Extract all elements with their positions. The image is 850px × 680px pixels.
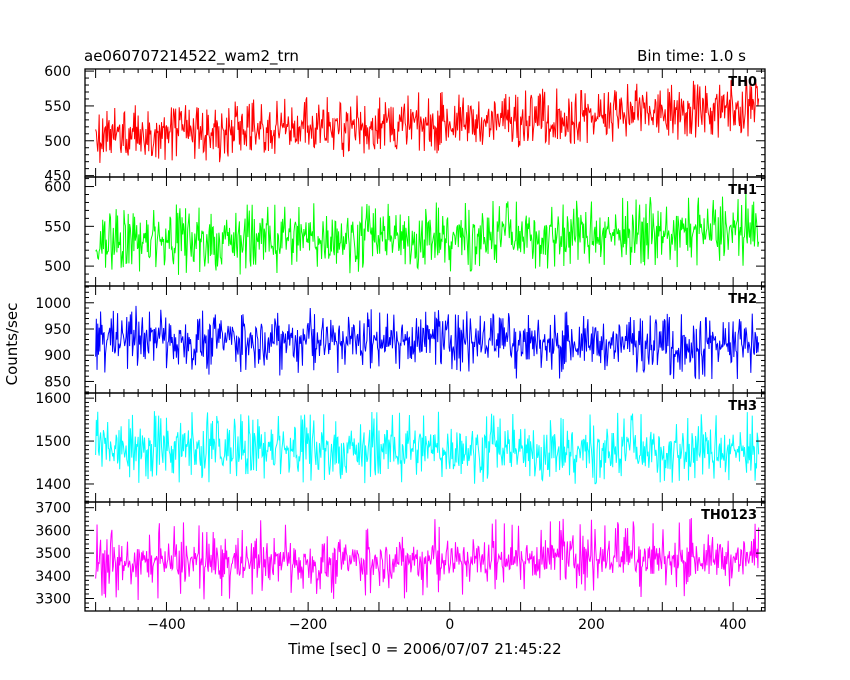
panel-th3: TH3 1400 1500 1600: [35, 391, 766, 503]
x-tick-label: 0: [445, 617, 454, 633]
panel-label: TH0: [728, 75, 757, 90]
panel-label: TH0123: [701, 508, 757, 523]
y-tick-label: 450: [44, 169, 71, 185]
y-tick-label: 600: [44, 64, 71, 80]
bin-time-label: Bin time: 1.0 s: [637, 47, 746, 65]
panel-label: TH2: [728, 292, 757, 307]
y-tick-label: 3700: [35, 501, 71, 517]
series-line-th0123: [95, 517, 760, 601]
y-tick-label: 600: [44, 180, 71, 196]
series-line-th2: [95, 305, 760, 380]
panel-th2: TH2 850 900 950 1000: [35, 285, 766, 394]
y-tick-label: 500: [44, 259, 71, 275]
y-tick-label: 850: [44, 374, 71, 390]
x-tick-label: 200: [578, 617, 605, 633]
y-tick-label: 550: [44, 99, 71, 115]
x-tick-label: −200: [289, 617, 327, 633]
chart-panels: TH0 450 500 550 600 TH1 500 550 600 TH2 850 900 950 1…: [35, 64, 766, 633]
panel-th1: TH1 500 550 600: [44, 176, 766, 287]
y-tick-label: 1400: [35, 477, 71, 493]
panel-label: TH1: [728, 183, 757, 198]
y-tick-label: 550: [44, 219, 71, 235]
panel-th0123: TH0123 3300 3400 3500 3600 3700: [35, 501, 766, 612]
series-line-th0: [95, 79, 760, 163]
y-tick-label: 1500: [35, 434, 71, 450]
y-tick-label: 1000: [35, 296, 71, 312]
panel-frame: [84, 501, 766, 612]
series-line-th3: [95, 411, 760, 485]
y-tick-label: 3600: [35, 523, 71, 539]
chart-title: ae060707214522_wam2_trn: [84, 47, 299, 66]
y-tick-label: 3500: [35, 546, 71, 562]
y-tick-label: 900: [44, 348, 71, 364]
y-axis-label: Counts/sec: [3, 303, 21, 386]
y-tick-label: 950: [44, 322, 71, 338]
y-tick-label: 1600: [35, 391, 71, 407]
x-tick-label: 400: [720, 617, 747, 633]
y-tick-label: 500: [44, 134, 71, 150]
panel-th0: TH0 450 500 550 600: [44, 64, 766, 185]
x-tick-label: −400: [147, 617, 185, 633]
panel-label: TH3: [728, 399, 757, 414]
y-tick-label: 3300: [35, 592, 71, 608]
x-axis-label: Time [sec] 0 = 2006/07/07 21:45:22: [287, 640, 561, 658]
y-tick-label: 3400: [35, 569, 71, 585]
series-line-th1: [95, 193, 760, 275]
